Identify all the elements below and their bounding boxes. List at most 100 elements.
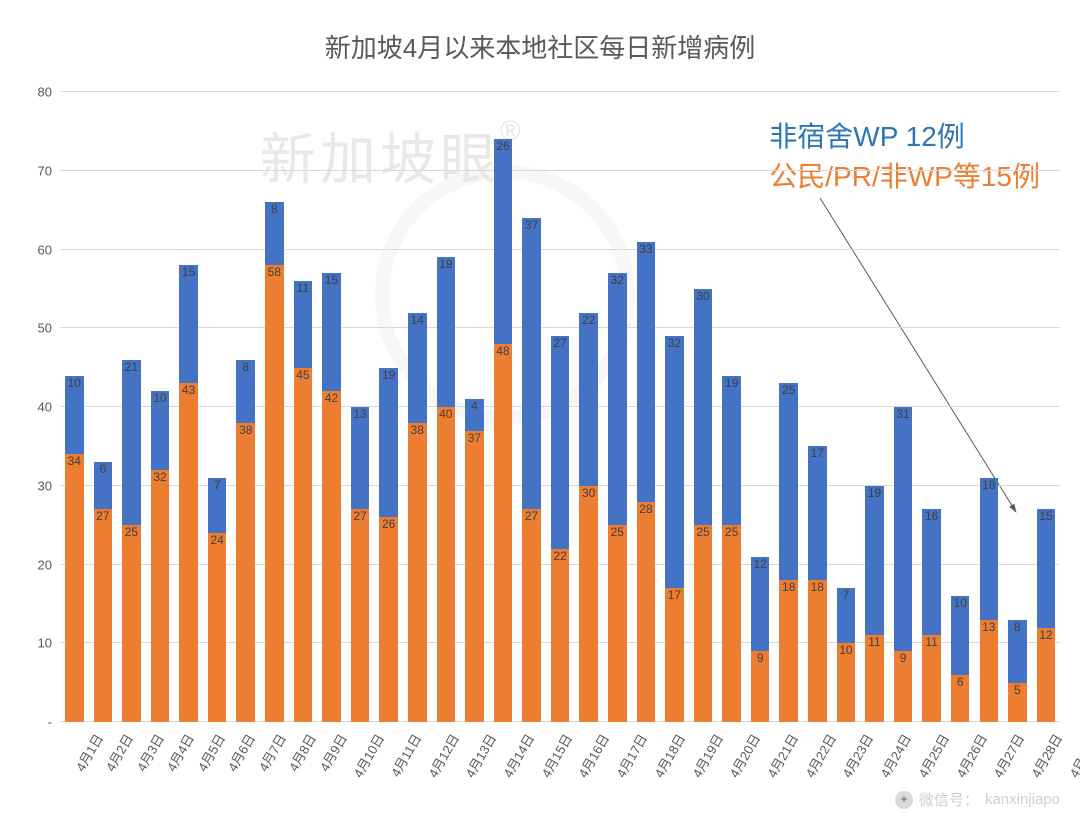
footer-id: kanxinjiapo: [985, 791, 1060, 808]
data-label-orange: 25: [125, 526, 138, 538]
bar: 85: [1008, 620, 1027, 722]
bar-seg-orange: 27: [522, 509, 541, 722]
bar: 3727: [522, 218, 541, 722]
data-label-blue: 6: [100, 463, 107, 475]
bar-slot: 1327: [346, 407, 375, 722]
data-label-blue: 8: [271, 203, 278, 215]
chart-title: 新加坡4月以来本地社区每日新增病例: [0, 0, 1080, 65]
bar: 2125: [122, 360, 141, 722]
bar-slot: 627: [89, 462, 118, 722]
bar-seg-orange: 30: [579, 486, 598, 722]
bar-seg-blue: 25: [779, 383, 798, 580]
data-label-orange: 28: [639, 503, 652, 515]
data-label-blue: 10: [68, 377, 81, 389]
data-label-blue: 19: [725, 377, 738, 389]
bar-seg-orange: 32: [151, 470, 170, 722]
bar-seg-blue: 10: [65, 376, 84, 455]
bar: 724: [208, 478, 227, 722]
bar-seg-orange: 9: [751, 651, 770, 722]
data-label-blue: 16: [925, 510, 938, 522]
bar: 26 48: [494, 139, 513, 722]
data-label-blue: 15: [1039, 510, 1052, 522]
bar-seg-orange: 9: [894, 651, 913, 722]
bar-seg-blue: 31: [894, 407, 913, 651]
bar-seg-orange: 42: [322, 391, 341, 722]
bar-seg-blue: 7: [837, 588, 856, 643]
data-label-orange: 25: [696, 526, 709, 538]
bar-seg-orange: 24: [208, 533, 227, 722]
bar-slot: 1940: [432, 257, 461, 722]
data-label-orange: 30: [582, 487, 595, 499]
bar-seg-blue: 8: [265, 202, 284, 265]
bar-seg-orange: 25: [722, 525, 741, 722]
bar: 1926: [379, 368, 398, 722]
data-label-orange: 13: [982, 621, 995, 633]
bar: 106: [951, 596, 970, 722]
bar-slot: 724: [203, 478, 232, 722]
bar-seg-orange: 48: [494, 344, 513, 722]
x-tick-label: 4月22日: [800, 730, 840, 781]
bar-seg-blue: 22: [579, 313, 598, 486]
bar-seg-blue: 19: [379, 368, 398, 518]
bar-slot: 838: [231, 360, 260, 722]
x-tick-label: 4月19日: [686, 730, 726, 781]
x-tick-label: 4月7日: [253, 730, 290, 775]
bar-seg-orange: 18: [808, 580, 827, 722]
data-label-blue: 25: [782, 384, 795, 396]
data-label-orange: 9: [900, 652, 907, 664]
bar-seg-orange: 40: [437, 407, 456, 722]
data-label-orange: 48: [496, 345, 509, 357]
bar-seg-blue: 10: [951, 596, 970, 675]
x-tick-label: 4月11日: [385, 730, 425, 780]
data-label-blue: 12: [753, 558, 766, 570]
bar-slot: 1145: [289, 281, 318, 722]
bar-slot: 1911: [860, 486, 889, 722]
data-label-orange: 11: [925, 636, 937, 648]
bar-slot: 106: [946, 596, 975, 722]
bar-seg-blue: 19: [722, 376, 741, 526]
plot-area: -1020304050607080 1034627212510321543724…: [60, 92, 1060, 722]
bar-seg-orange: 22: [551, 549, 570, 722]
bar: 710: [837, 588, 856, 722]
bar-seg-blue: 6: [94, 462, 113, 509]
bar-slot: 1542: [317, 273, 346, 722]
bar-seg-blue: 12: [751, 557, 770, 652]
data-label-orange: 5: [1014, 684, 1021, 696]
bar-seg-orange: 26: [379, 517, 398, 722]
data-label-blue: 30: [696, 290, 709, 302]
bar-slot: 12 9: [746, 557, 775, 722]
data-label-orange: 12: [1039, 629, 1052, 641]
data-label-orange: 40: [439, 408, 452, 420]
data-label-orange: 38: [239, 424, 252, 436]
data-label-orange: 18: [782, 581, 795, 593]
data-label-blue: 14: [411, 314, 424, 326]
data-label-orange: 17: [668, 589, 681, 601]
wechat-icon: ✦: [895, 791, 913, 809]
data-label-blue: 17: [811, 447, 824, 459]
data-label-blue: 26: [496, 140, 509, 152]
bar: 30 25: [694, 289, 713, 722]
x-tick-label: 4月13日: [460, 730, 500, 781]
bar-seg-blue: 10: [151, 391, 170, 470]
bar-seg-orange: 18: [779, 580, 798, 722]
x-tick-label: 4月18日: [649, 730, 689, 781]
bar-seg-orange: 12: [1037, 628, 1056, 723]
bar: 1925: [722, 376, 741, 723]
bar-slot: 1925: [717, 376, 746, 723]
bar-seg-blue: 27: [551, 336, 570, 549]
bar: 1145: [294, 281, 313, 722]
data-label-blue: 18: [982, 479, 995, 491]
data-label-blue: 33: [639, 243, 652, 255]
data-label-blue: 15: [182, 266, 195, 278]
data-label-blue: 7: [843, 589, 850, 601]
x-tick-label: 4月1日: [70, 730, 107, 775]
bar-seg-blue: 7: [208, 478, 227, 533]
bar-seg-orange: 11: [865, 635, 884, 722]
x-tick-label: 4月12日: [423, 730, 463, 781]
y-tick-label: 40: [38, 400, 60, 415]
data-label-blue: 19: [382, 369, 395, 381]
bar-slot: 33 28: [632, 242, 661, 722]
bars-row: 1034627212510321543724838858114515421327…: [60, 92, 1060, 722]
x-tick-label: 4月23日: [837, 730, 877, 781]
bar: 2722: [551, 336, 570, 722]
